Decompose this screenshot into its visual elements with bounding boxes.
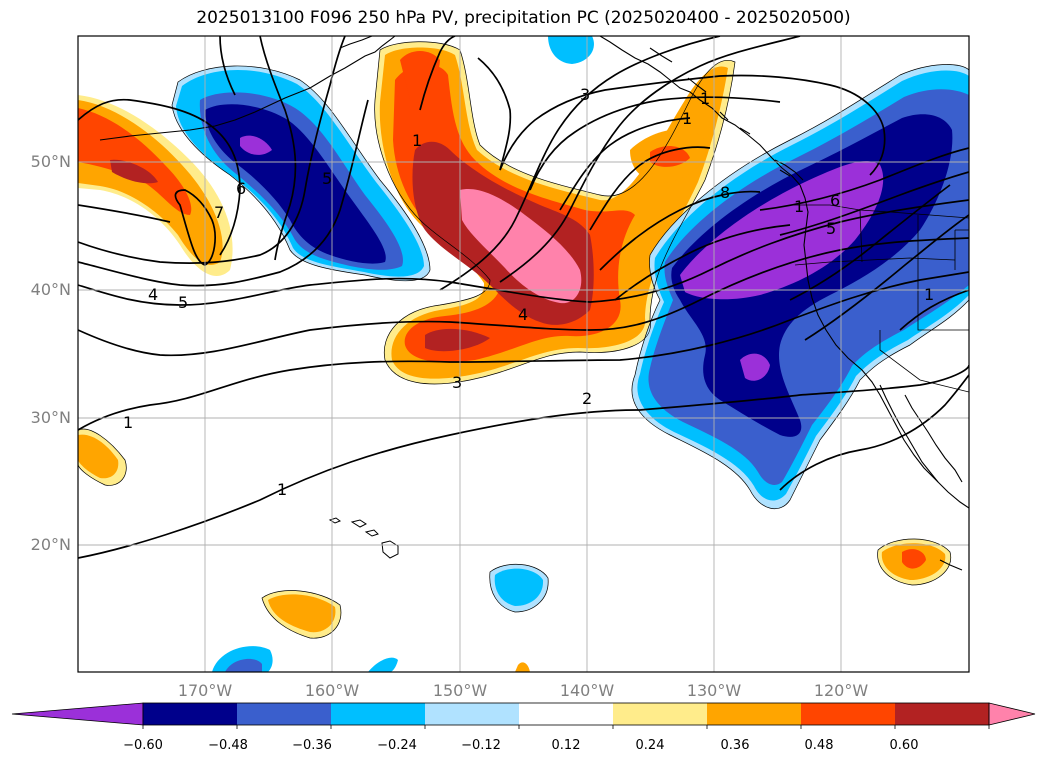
colorbar-segment [143,703,238,725]
colorbar-label: 0.24 [635,738,665,753]
map-title: 2025013100 F096 250 hPa PV, precipitatio… [196,8,851,28]
contour-label: 5 [826,219,836,238]
pc-negative-east-navy [671,114,953,437]
lon-label-150w: 150°W [432,681,488,700]
pc-positive-sw-patch-orange [78,434,119,479]
colorbar-extend-left [11,702,144,726]
colorbar-segment [895,703,990,725]
colorbar-label: 0.12 [551,738,581,753]
colorbar-outline [142,702,990,726]
pc-negative-bottom-left-blue [225,658,262,672]
contour-label: 1 [794,197,804,216]
contour-label: 1 [700,89,710,108]
lat-label-20n: 20°N [30,535,71,554]
contour-label: 1 [412,131,422,150]
colorbar-label: −0.24 [377,738,417,753]
contour-label: 3 [452,373,462,392]
political-borders [790,204,969,393]
lon-label-170w: 170°W [177,681,233,700]
pc-negative-nw-purple [240,135,272,155]
contour-label: 1 [277,480,287,499]
contour-labels: 1 1 1 2 3 3 4 4 5 5 6 7 8 1 1 1 6 5 1 [123,85,934,499]
lat-label-40n: 40°N [30,280,71,299]
colorbar-segments [143,703,990,725]
contour-label: 7 [214,203,224,222]
colorbar-label: −0.60 [123,738,163,753]
pc-positive-west-band-red [78,108,192,215]
lat-label-50n: 50°N [30,152,71,171]
lat-label-30n: 30°N [30,408,71,427]
contour-label: 1 [682,109,692,128]
colorbar-segment [801,703,896,725]
colorbar-label: −0.48 [208,738,248,753]
colorbar-segment [613,703,708,725]
contour-label: 8 [720,183,730,202]
contour-label: 2 [582,389,592,408]
colorbar-segment [237,703,332,725]
map-area: 1 1 1 2 3 3 4 4 5 5 6 7 8 1 1 1 6 5 1 [78,36,969,672]
contour-label: 3 [580,85,590,104]
colorbar-label: 0.60 [889,738,919,753]
graticule [78,36,969,672]
lon-label-130w: 130°W [686,681,742,700]
contour-label: 6 [830,191,840,210]
colorbar-label: −0.36 [292,738,332,753]
coastlines [99,36,969,571]
contour-label: 1 [123,413,133,432]
colorbar-segment [519,703,614,725]
colorbar-label: 0.36 [720,738,750,753]
pc-negative-top-center [548,36,594,64]
pc-positive-small-bottom [515,662,530,672]
colorbar-ticks [142,725,990,729]
contour-label: 4 [518,305,528,324]
colorbar [11,702,1036,729]
lon-label-140w: 140°W [559,681,615,700]
contour-label: 6 [236,179,246,198]
pc-positive-central-pink [460,189,582,304]
colorbar-extend-right [988,702,1036,726]
contour-label: 1 [924,285,934,304]
pc-positive-central-top-red [400,51,440,103]
colorbar-segment [707,703,802,725]
pv-contours [78,36,969,559]
pc-positive-west-core [110,159,158,184]
pc-positive-hawaii-south-orange [268,594,336,633]
pc-negative-bottom-mid [368,657,398,672]
lon-label-120w: 120°W [813,681,869,700]
colorbar-label: −0.12 [461,738,501,753]
contour-label: 4 [148,285,158,304]
pc-positive-central-south-red [425,328,490,352]
contour-label: 5 [178,293,188,312]
pc-negative-mid-pacific-cyan [494,568,544,606]
lon-label-160w: 160°W [304,681,360,700]
colorbar-label: 0.48 [804,738,834,753]
pc-positive-mexico-red [902,549,926,569]
map-frame [77,35,970,673]
pc-negative-east-purple-2 [740,353,770,381]
contour-label: 5 [322,169,332,188]
colorbar-segment [331,703,426,725]
colorbar-segment [425,703,520,725]
